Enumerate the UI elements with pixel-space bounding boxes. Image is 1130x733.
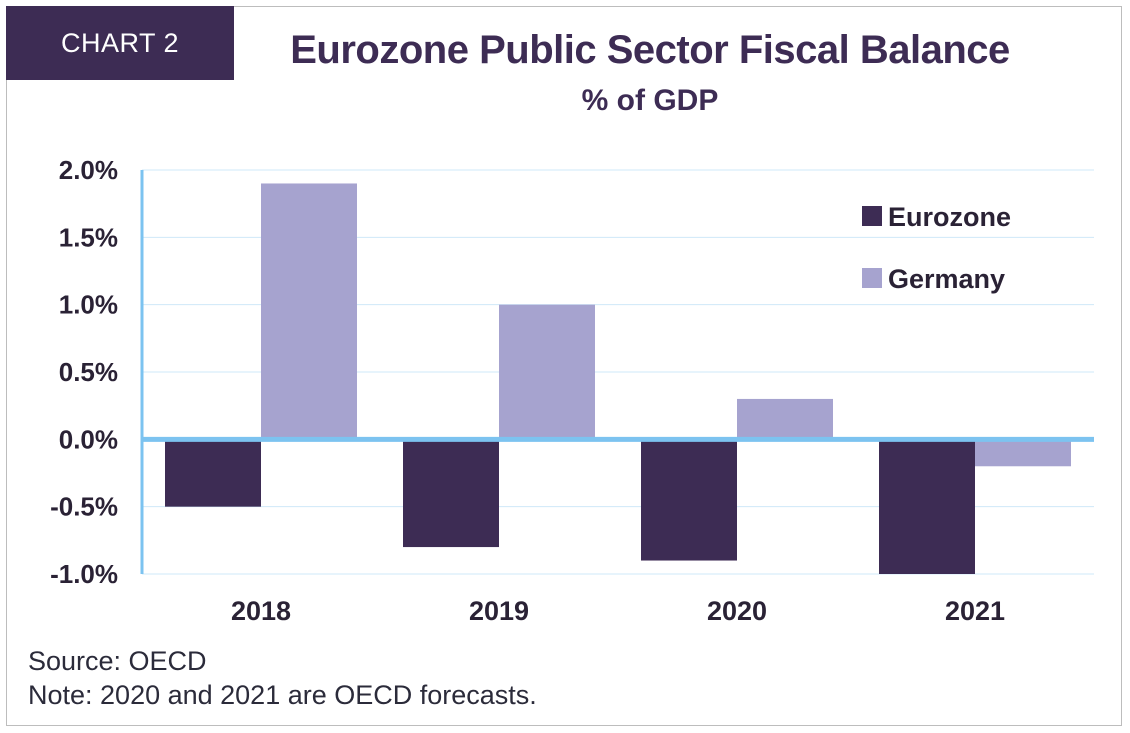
x-tick-label: 2021 xyxy=(945,596,1005,626)
legend-label-germany: Germany xyxy=(888,264,1005,294)
x-tick-label: 2019 xyxy=(469,596,529,626)
y-tick-label: 0.5% xyxy=(59,357,118,387)
y-tick-label: -0.5% xyxy=(50,492,118,522)
chart-number-badge: CHART 2 xyxy=(6,6,234,80)
legend-swatch-germany xyxy=(862,268,882,288)
bar-germany-2020 xyxy=(737,398,833,440)
y-tick-label: 1.0% xyxy=(59,290,118,320)
bar-eurozone-2018 xyxy=(165,439,261,507)
bar-germany-2021 xyxy=(975,439,1071,467)
y-tick-label: 0.0% xyxy=(59,424,118,454)
bar-eurozone-2019 xyxy=(403,439,499,548)
chart-frame xyxy=(6,6,1122,726)
bar-eurozone-2020 xyxy=(641,439,737,561)
y-tick-label: -1.0% xyxy=(50,559,118,589)
source-note: Source: OECD xyxy=(28,646,207,676)
chart-notes: Source: OECD Note: 2020 and 2021 are OEC… xyxy=(28,644,537,712)
x-tick-label: 2020 xyxy=(707,596,767,626)
chart-title: Eurozone Public Sector Fiscal Balance xyxy=(290,28,1010,72)
chart-subtitle: % of GDP xyxy=(581,84,719,117)
x-tick-label: 2018 xyxy=(231,596,291,626)
y-tick-label: 1.5% xyxy=(59,222,118,252)
forecast-note: Note: 2020 and 2021 are OECD forecasts. xyxy=(28,680,537,710)
bar-germany-2018 xyxy=(261,183,357,440)
bar-eurozone-2021 xyxy=(879,439,975,574)
bar-germany-2019 xyxy=(499,304,595,440)
legend-label-eurozone: Eurozone xyxy=(888,202,1011,232)
y-tick-label: 2.0% xyxy=(59,155,118,185)
legend-swatch-eurozone xyxy=(862,206,882,226)
